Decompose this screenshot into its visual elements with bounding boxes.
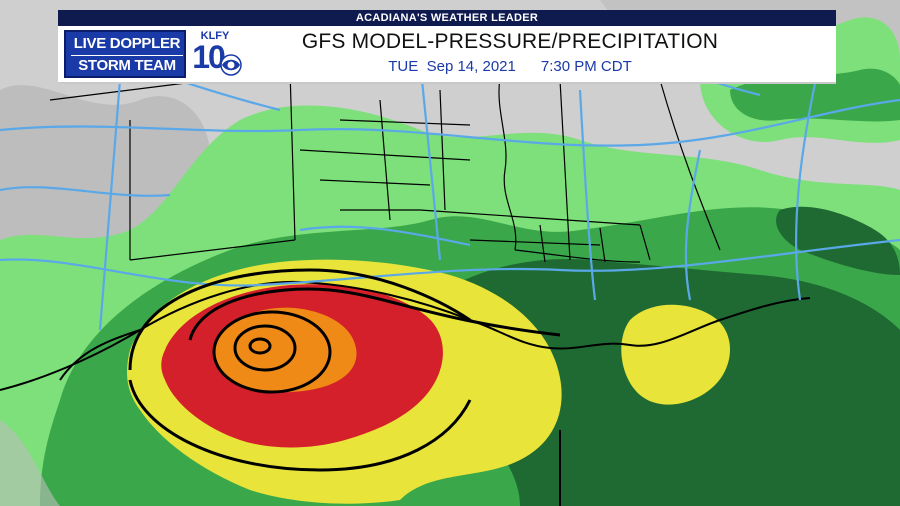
- forecast-date: Sep 14, 2021: [426, 58, 516, 75]
- station-channel-number: 10: [192, 39, 226, 75]
- isobars: [128, 268, 561, 472]
- cbs-eye-icon: [220, 54, 242, 76]
- title-bar: LIVE DOPPLER STORM TEAM KLFY 10 GFS MODE…: [58, 26, 836, 84]
- station-mark: KLFY 10: [188, 30, 242, 78]
- logo-line-1: LIVE DOPPLER: [73, 35, 181, 52]
- gulf-water: [0, 420, 60, 506]
- storm-team-logo: LIVE DOPPLER STORM TEAM: [64, 30, 186, 78]
- logo-line-2: STORM TEAM: [71, 55, 183, 74]
- forecast-datetime: TUE Sep 14, 2021 7:30 PM CDT: [250, 58, 770, 75]
- precip-dark-green: [776, 206, 900, 275]
- forecast-time: 7:30 PM CDT: [540, 58, 632, 75]
- forecast-day: TUE: [388, 58, 419, 75]
- map-title: GFS MODEL-PRESSURE/PRECIPITATION: [301, 30, 719, 53]
- station-logo: LIVE DOPPLER STORM TEAM KLFY 10: [64, 30, 242, 78]
- title-banner: ACADIANA'S WEATHER LEADER LIVE DOPPLER S…: [58, 10, 836, 84]
- station-call-letters: KLFY: [200, 30, 230, 42]
- station-tagline: ACADIANA'S WEATHER LEADER: [58, 10, 836, 26]
- precip-yellow: [621, 304, 730, 405]
